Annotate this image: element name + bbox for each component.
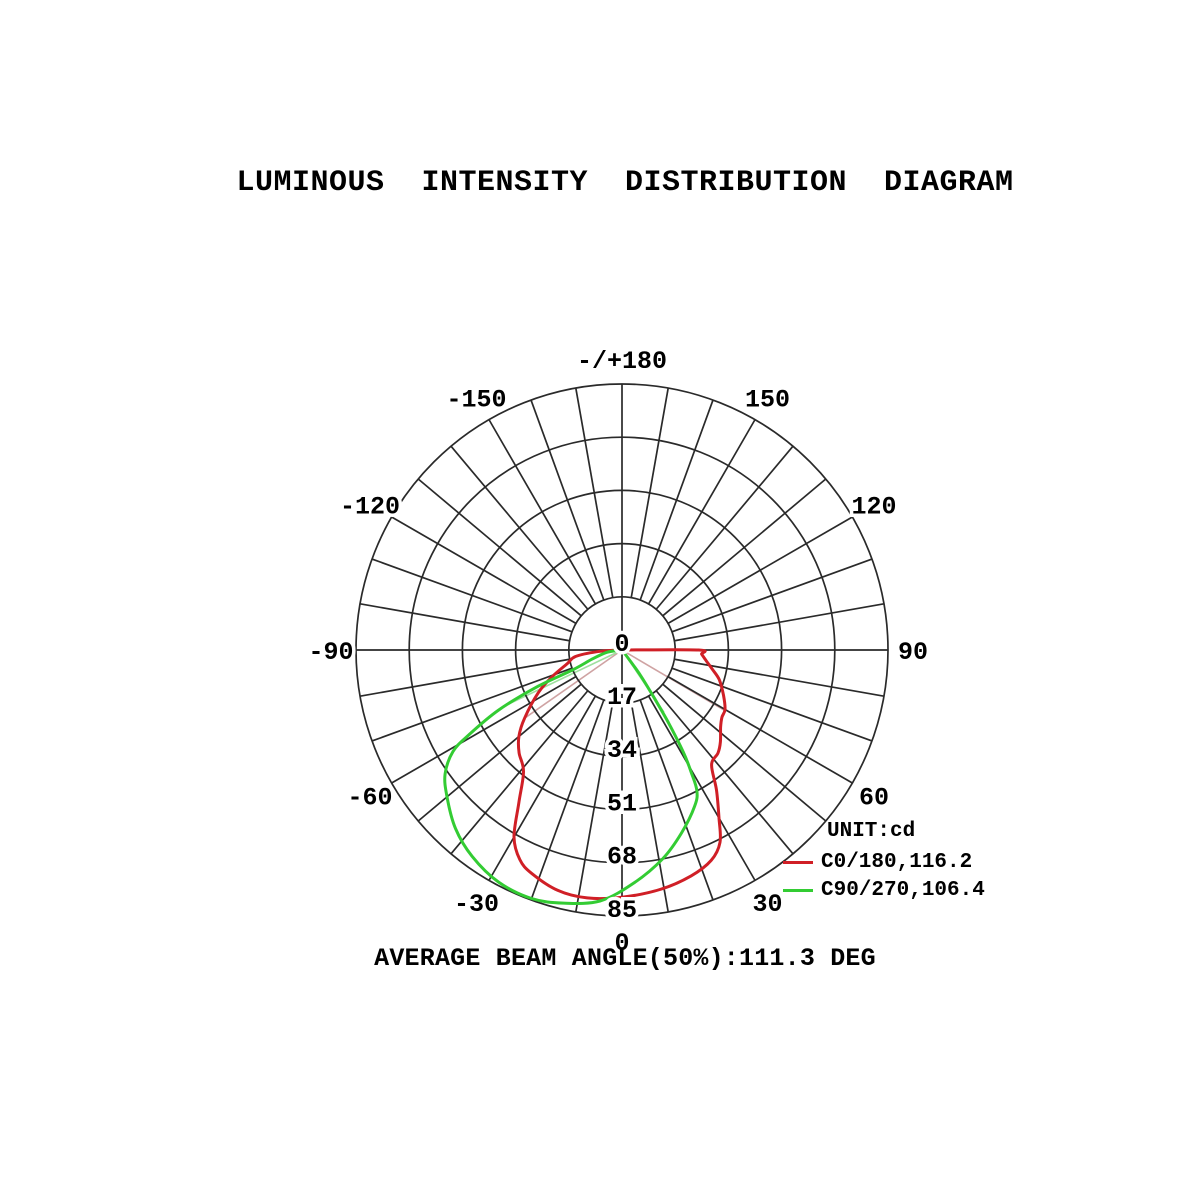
radial-tick-label: 51 <box>607 789 637 818</box>
grid-spoke <box>391 675 577 784</box>
angle-label: 60 <box>859 783 889 812</box>
grid-spoke <box>647 419 756 605</box>
legend-label-c0-180: C0/180,116.2 <box>821 850 973 874</box>
page-title: LUMINOUS INTENSITY DISTRIBUTION DIAGRAM <box>236 166 1014 200</box>
grid-spoke <box>655 690 794 855</box>
grid-spoke <box>574 387 614 598</box>
grid-spoke <box>574 702 614 913</box>
grid-spoke <box>417 478 582 617</box>
grid-spoke <box>662 478 827 617</box>
angle-label: -30 <box>454 890 499 919</box>
grid-spoke <box>530 399 605 601</box>
grid-spoke <box>488 419 597 605</box>
angle-label: -60 <box>347 783 392 812</box>
grid-spoke <box>630 702 670 913</box>
beam-angle-note: AVERAGE BEAM ANGLE(50%):111.3 DEG <box>374 944 876 973</box>
radial-tick-label: 0 <box>614 630 629 659</box>
angle-label: -90 <box>308 638 353 667</box>
angle-label: 30 <box>752 890 782 919</box>
angle-label: 0 <box>614 929 629 958</box>
legend-item-c0-180: C0/180,116.2 <box>783 848 985 876</box>
grid-spoke <box>359 602 570 642</box>
angle-label: 150 <box>745 386 790 415</box>
legend-label-c90-270: C90/270,106.4 <box>821 878 985 902</box>
legend-swatch-c90-270 <box>783 888 813 892</box>
angle-label: -120 <box>340 492 400 521</box>
curve-c90-270 <box>443 648 699 905</box>
legend-swatch-c0-180 <box>783 860 813 864</box>
grid-spoke <box>667 675 853 784</box>
grid-spoke <box>450 690 589 855</box>
angle-label: 120 <box>852 492 897 521</box>
legend-item-c90-270: C90/270,106.4 <box>783 876 985 904</box>
grid-spoke <box>647 695 756 881</box>
polar-grid <box>355 383 889 917</box>
legend: UNIT:cd C0/180,116.2 C90/270,106.4 <box>783 820 985 904</box>
angle-label: 90 <box>898 638 928 667</box>
radial-tick-label: 85 <box>607 896 637 925</box>
grid-spoke <box>371 558 573 633</box>
grid-spoke <box>639 399 714 601</box>
grid-spoke <box>655 445 794 610</box>
grid-spoke <box>630 387 670 598</box>
grid-spoke <box>671 667 873 742</box>
angle-labels: -/+180 150 120 90 60 30 0 -30 -60 -90 -120 -150 <box>305 343 932 961</box>
grid-spoke <box>674 602 885 642</box>
grid-spoke <box>391 516 577 625</box>
legend-unit-label: UNIT:cd <box>827 820 916 843</box>
grid-spoke <box>674 658 885 698</box>
radial-tick-labels: 0 17 34 51 68 85 <box>603 626 640 928</box>
radial-tick-label: 34 <box>607 736 637 765</box>
grid-spoke <box>639 699 714 901</box>
angle-label: -150 <box>446 386 506 415</box>
grid-spoke <box>450 445 589 610</box>
grid-spoke <box>662 683 827 822</box>
grid-spoke <box>371 667 573 742</box>
grid-spoke <box>671 558 873 633</box>
half-beam-ray <box>500 649 623 709</box>
grid-spoke <box>488 695 597 881</box>
angle-label: -/+180 <box>577 347 667 376</box>
half-beam-ray <box>525 649 623 718</box>
radial-tick-label: 68 <box>607 843 637 872</box>
grid-spoke <box>359 658 570 698</box>
radial-tick-label: 17 <box>607 683 637 712</box>
grid-spoke <box>530 699 605 901</box>
grid-spoke <box>667 516 853 625</box>
curve-c0-180 <box>512 648 727 901</box>
grid-spoke <box>417 683 582 822</box>
